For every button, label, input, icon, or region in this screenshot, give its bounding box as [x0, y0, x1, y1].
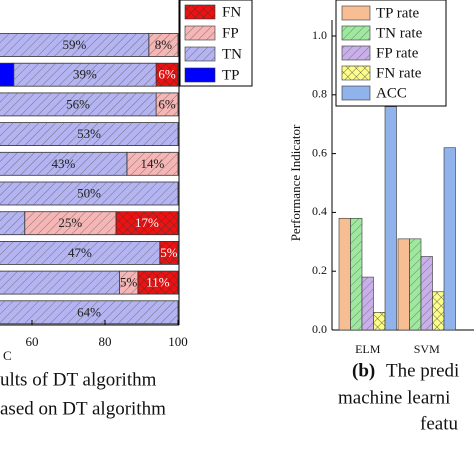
legend-pattern — [342, 66, 370, 80]
value-label: 6% — [158, 67, 176, 82]
bar-pattern — [156, 92, 178, 116]
legend-label: FN — [222, 4, 241, 20]
value-label: 11% — [146, 275, 170, 290]
bar-pattern — [0, 182, 178, 205]
bar-pattern — [115, 211, 178, 235]
bar — [384, 106, 397, 331]
y-axis-label: Performance Indicator — [288, 124, 303, 241]
bar-pattern — [409, 238, 421, 330]
bar-pattern — [126, 152, 178, 176]
bar — [443, 147, 456, 331]
bar-pattern — [0, 271, 120, 295]
bar-pattern — [0, 122, 178, 146]
bar-pattern — [156, 63, 178, 87]
y-tick-label: 0.2 — [312, 263, 327, 277]
y-tick-label: 1.0 — [312, 28, 327, 42]
legend-pattern — [342, 46, 370, 60]
caption: ased on DT algorithm — [0, 398, 166, 419]
x-tick-label: 60 — [26, 334, 39, 349]
x-tick-label: 80 — [99, 334, 112, 349]
value-label: 5% — [120, 275, 138, 290]
value-label: 25% — [58, 215, 82, 230]
value-label: 5% — [160, 245, 178, 260]
value-label: 6% — [158, 96, 176, 111]
value-label: 8% — [155, 37, 173, 52]
legend-label: TP — [222, 67, 240, 83]
legend-pattern — [185, 5, 215, 19]
value-label: 47% — [68, 245, 92, 260]
bar-pattern — [373, 312, 385, 330]
bar-pattern — [148, 33, 178, 57]
bar-pattern — [24, 211, 116, 235]
legend-label: FN rate — [376, 65, 422, 81]
bar-pattern — [432, 291, 444, 330]
x-axis-label: C — [3, 348, 12, 363]
legend-label: ACC — [376, 85, 407, 101]
value-label: 50% — [77, 185, 101, 200]
legend-label: TN rate — [376, 25, 423, 41]
legend-swatch — [184, 67, 216, 83]
legend-pattern — [342, 26, 370, 40]
x-tick-label: SVM — [414, 342, 440, 356]
left-extra: 60 80 100 C FN FP TN TP ults of DT algorithm ased… — [0, 0, 253, 419]
legend-label: TN — [222, 46, 242, 62]
value-label: 17% — [135, 215, 159, 230]
bar-pattern — [119, 271, 138, 295]
legend-label: FP — [222, 25, 239, 41]
value-label: 14% — [141, 156, 165, 171]
caption: featu — [420, 413, 458, 434]
right-plot: 0.0 0.2 0.4 0.6 0.8 1.0 Performance Indicator E… — [288, 0, 474, 434]
legend-swatch — [341, 85, 371, 101]
left-plot: 8% 59% 6% 39% 6% 56% 53% 14% 43%50% 17% 25% 5% 47% 11… — [0, 33, 179, 325]
bar-pattern — [0, 92, 157, 116]
x-tick-label: ELM — [355, 342, 381, 356]
bar-pattern — [0, 33, 149, 57]
bar-pattern — [0, 241, 160, 265]
bar-segment — [0, 62, 15, 87]
y-tick-label: 0.4 — [312, 204, 327, 218]
y-tick-label: 0.0 — [312, 322, 327, 336]
caption: machine learni — [338, 387, 450, 408]
bar-pattern — [0, 211, 25, 235]
caption: ults of DT algorithm — [0, 369, 157, 390]
value-label: 43% — [52, 156, 76, 171]
bar-pattern — [421, 256, 433, 330]
bar-pattern — [0, 152, 127, 176]
caption: The predi — [386, 360, 459, 381]
legend-label: FP rate — [376, 45, 419, 61]
bar-pattern — [0, 300, 179, 324]
bar-pattern — [13, 63, 157, 87]
value-label: 59% — [62, 37, 86, 52]
value-label: 53% — [77, 126, 101, 141]
bar — [397, 238, 410, 331]
value-label: 39% — [73, 67, 97, 82]
y-tick-label: 0.8 — [312, 87, 327, 101]
bar-pattern — [350, 218, 362, 330]
value-label: 64% — [77, 304, 101, 319]
bar-pattern — [137, 271, 178, 295]
bar — [338, 217, 351, 331]
caption-label: (b) — [352, 360, 375, 381]
legend-label: TP rate — [376, 5, 420, 21]
legend-pattern — [185, 47, 215, 61]
legend-pattern — [185, 26, 215, 40]
y-tick-label: 0.6 — [312, 145, 327, 159]
bar-pattern — [159, 241, 178, 265]
legend-swatch — [341, 5, 371, 21]
value-label: 56% — [66, 96, 90, 111]
bar-pattern — [362, 277, 374, 330]
x-tick-label: 100 — [168, 334, 188, 349]
